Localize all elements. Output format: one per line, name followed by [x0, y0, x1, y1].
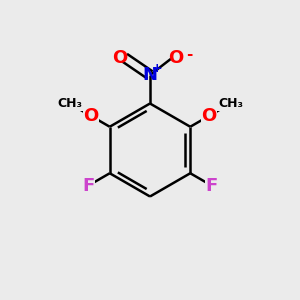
Text: F: F [206, 176, 218, 195]
Text: O: O [112, 49, 128, 67]
Text: CH₃: CH₃ [218, 97, 243, 110]
Text: methoxy: methoxy [63, 101, 70, 103]
Text: +: + [151, 62, 162, 75]
Text: F: F [82, 176, 94, 195]
Text: O: O [201, 107, 217, 125]
Text: CH₃: CH₃ [57, 97, 82, 110]
Text: N: N [142, 66, 158, 84]
Text: O: O [83, 107, 99, 125]
Text: O: O [169, 49, 184, 67]
Text: -: - [186, 47, 192, 62]
